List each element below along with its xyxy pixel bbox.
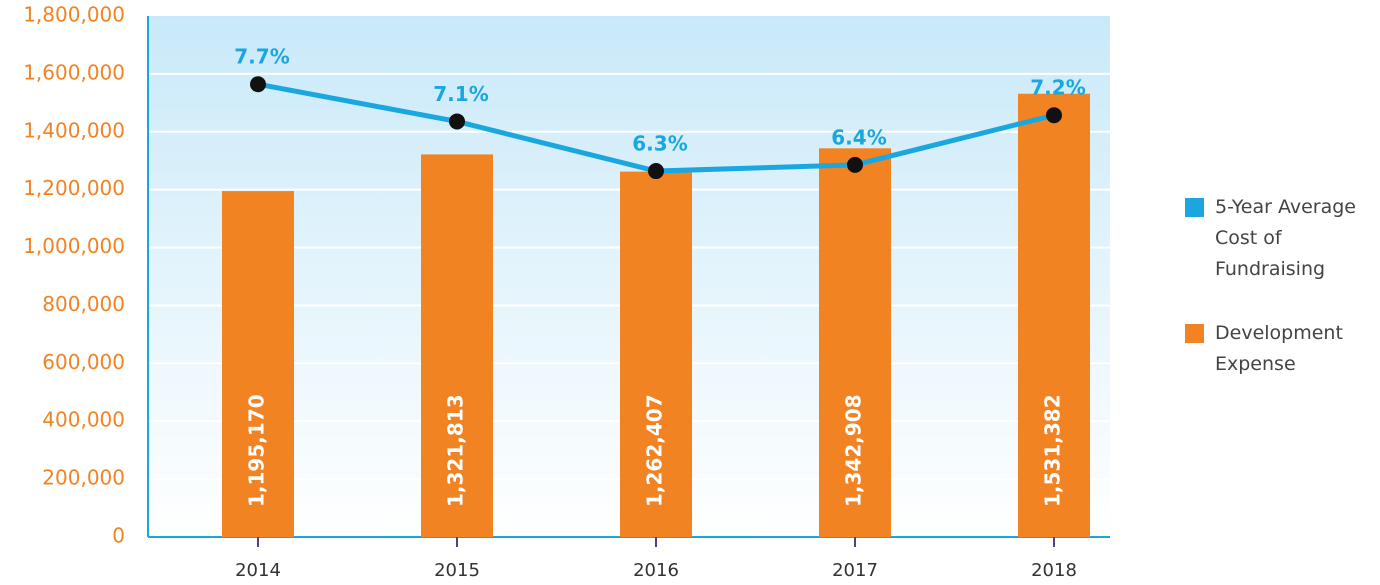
y-tick-label: 200,000	[42, 466, 125, 490]
y-tick-label: 1,800,000	[23, 3, 125, 27]
x-tick-label: 2015	[434, 560, 480, 581]
x-tick-label: 2016	[633, 560, 679, 581]
bar-value-label: 1,262,407	[643, 394, 667, 507]
line-point	[648, 163, 664, 180]
line-value-label: 6.3%	[632, 132, 687, 156]
x-tick-label: 2017	[832, 560, 878, 581]
line-value-label: 7.2%	[1030, 76, 1085, 100]
legend-label: Development Expense	[1215, 322, 1343, 375]
line-point	[1046, 107, 1062, 124]
bar	[620, 171, 692, 537]
x-tick-label: 2018	[1031, 560, 1077, 581]
y-tick-label: 1,000,000	[23, 234, 125, 258]
bar	[1018, 93, 1090, 537]
y-tick-label: 1,400,000	[23, 118, 125, 142]
y-tick-label: 0	[112, 524, 125, 548]
legend-swatch	[1185, 324, 1204, 343]
legend-swatch	[1185, 198, 1204, 217]
y-tick-label: 1,200,000	[23, 176, 125, 200]
bar-value-label: 1,531,382	[1041, 394, 1065, 507]
legend-item: 5-Year Average Cost of Fundraising	[1185, 192, 1375, 285]
line-point	[847, 156, 863, 173]
x-tick-label: 2014	[235, 560, 281, 581]
line-point	[449, 113, 465, 130]
bar	[819, 148, 891, 537]
bar-value-label: 1,195,170	[245, 394, 269, 507]
bar	[222, 191, 294, 537]
line-value-label: 7.1%	[433, 82, 488, 106]
y-tick-label: 1,600,000	[23, 60, 125, 84]
legend-item: Development Expense	[1185, 318, 1375, 380]
line-value-label: 6.4%	[831, 125, 886, 149]
y-tick-label: 400,000	[42, 408, 125, 432]
bar	[421, 154, 493, 537]
y-tick-label: 600,000	[42, 350, 125, 374]
bar-value-label: 1,342,908	[842, 394, 866, 507]
line-point	[250, 76, 266, 93]
y-tick-label: 800,000	[42, 292, 125, 316]
bar-value-label: 1,321,813	[444, 394, 468, 507]
legend-label: 5-Year Average Cost of Fundraising	[1215, 196, 1356, 280]
line-value-label: 7.7%	[234, 45, 289, 69]
